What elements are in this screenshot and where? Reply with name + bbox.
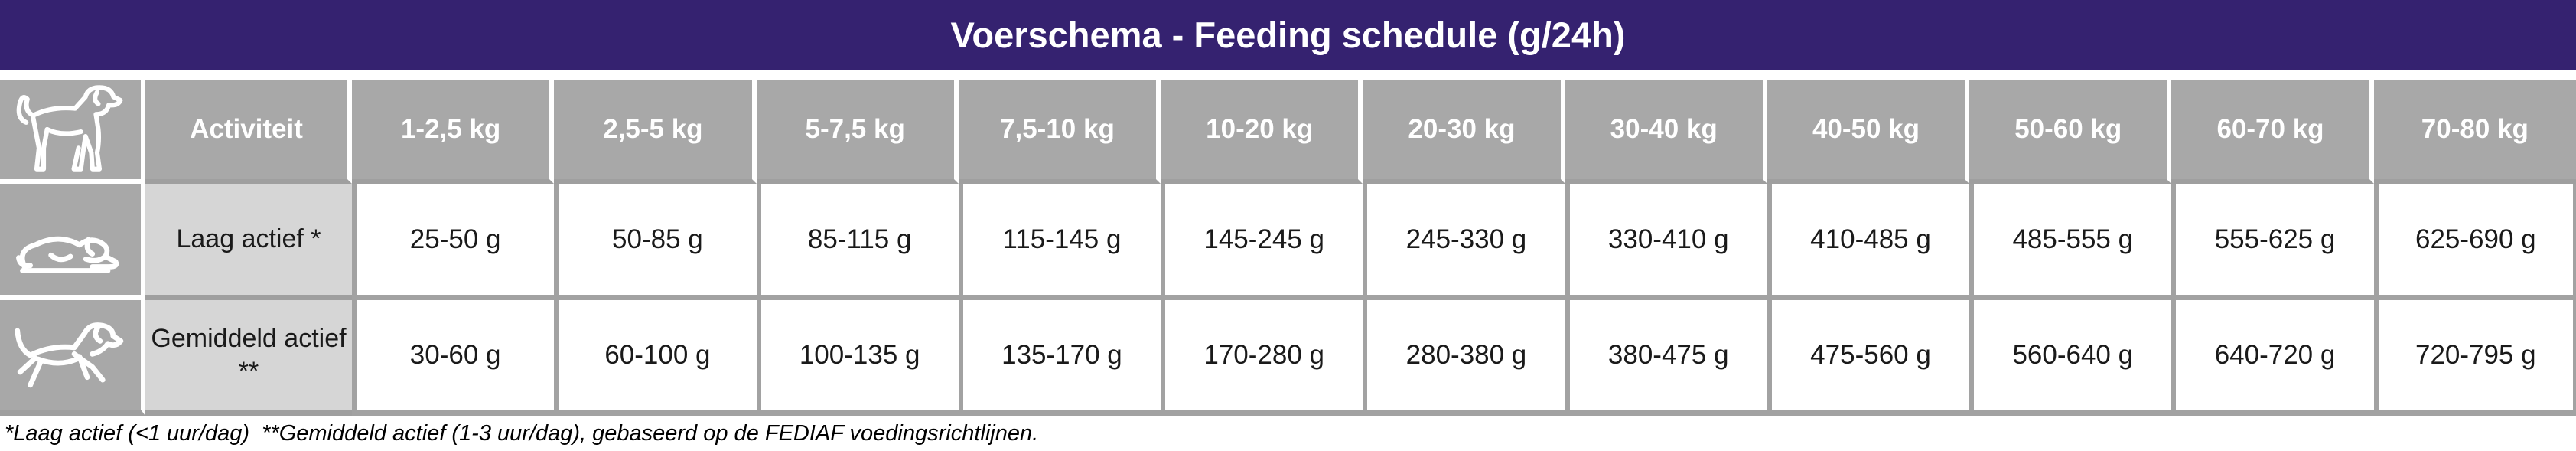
feeding-range-cell: 115-145 g [958,184,1161,300]
weight-header-cell: 50-60 kg [1969,80,2172,184]
feeding-range-cell: 145-245 g [1161,184,1363,300]
medium-active-icon-cell [0,300,145,416]
feeding-range-cell: 170-280 g [1161,300,1363,416]
weight-header-cell: 30-40 kg [1565,80,1767,184]
weight-header-cell: 70-80 kg [2373,80,2576,184]
feeding-range-cell: 410-485 g [1767,184,1970,300]
activity-label-cell: Gemiddeld actief ** [145,300,352,416]
table-header-row: Activiteit 1-2,5 kg 2,5-5 kg 5-7,5 kg 7,… [0,80,2576,184]
feeding-range-cell: 560-640 g [1969,300,2172,416]
feeding-range-cell: 475-560 g [1767,300,1970,416]
lying-dog-icon [16,236,119,273]
feeding-range-cell: 25-50 g [352,184,555,300]
feeding-range-cell: 85-115 g [756,184,959,300]
low-active-icon-cell [0,184,145,300]
feeding-range-cell: 720-795 g [2373,300,2576,416]
feeding-range-cell: 640-720 g [2171,300,2374,416]
feeding-range-cell: 60-100 g [554,300,757,416]
weight-header-cell: 10-20 kg [1161,80,1363,184]
feeding-range-cell: 280-380 g [1363,300,1565,416]
feeding-schedule-table: Activiteit 1-2,5 kg 2,5-5 kg 5-7,5 kg 7,… [0,80,2576,416]
table-row-low-active: Laag actief * 25-50 g 50-85 g 85-115 g 1… [0,184,2576,300]
weight-header-cell: 2,5-5 kg [554,80,757,184]
feeding-range-cell: 485-555 g [1969,184,2172,300]
feeding-range-cell: 555-625 g [2171,184,2374,300]
weight-header-cell: 5-7,5 kg [756,80,959,184]
weight-header-cell: 7,5-10 kg [958,80,1161,184]
feeding-range-cell: 245-330 g [1363,184,1565,300]
running-dog-icon [15,322,124,387]
activity-label-cell: Laag actief * [145,184,352,300]
feeding-range-cell: 135-170 g [958,300,1161,416]
footnote-text: *Laag actief (<1 uur/dag) **Gemiddeld ac… [5,420,1039,446]
standing-dog-icon [16,85,123,172]
weight-header-cell: 1-2,5 kg [352,80,555,184]
weight-header-cell: 60-70 kg [2171,80,2374,184]
weight-header-cell: 20-30 kg [1363,80,1565,184]
page-title: Voerschema - Feeding schedule (g/24h) [950,15,1626,55]
weight-header-cell: 40-50 kg [1767,80,1970,184]
feeding-range-cell: 100-135 g [756,300,959,416]
activity-column-header: Activiteit [145,80,352,184]
feeding-range-cell: 380-475 g [1565,300,1767,416]
feeding-range-cell: 330-410 g [1565,184,1767,300]
corner-icon-cell [0,80,145,184]
feeding-range-cell: 625-690 g [2373,184,2576,300]
title-banner: Voerschema - Feeding schedule (g/24h) [0,0,2576,70]
feeding-range-cell: 50-85 g [554,184,757,300]
table-row-medium-active: Gemiddeld actief ** 30-60 g 60-100 g 100… [0,300,2576,416]
feeding-range-cell: 30-60 g [352,300,555,416]
